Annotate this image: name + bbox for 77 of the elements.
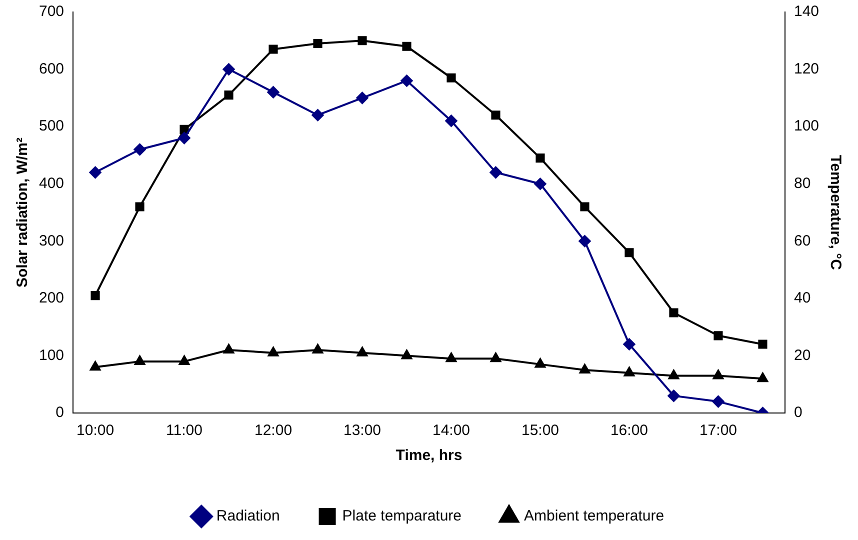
point	[712, 370, 724, 380]
point	[446, 73, 456, 82]
point	[90, 361, 101, 371]
point	[624, 366, 635, 376]
point	[758, 340, 768, 349]
point	[90, 291, 100, 300]
point	[623, 338, 636, 350]
point	[178, 355, 190, 365]
x-axis-title: Time, hrs	[396, 447, 462, 464]
point	[401, 350, 412, 360]
y2-tick-label: 0	[794, 404, 802, 422]
x-tick-label: 11:00	[166, 422, 202, 440]
point	[223, 344, 234, 354]
point	[356, 346, 368, 356]
y2-tick-label: 120	[794, 60, 820, 78]
point	[668, 390, 680, 402]
point	[669, 308, 678, 318]
x-tick-label: 16:00	[610, 422, 648, 440]
y-tick-label: 600	[38, 60, 64, 78]
legend-label: Radiation	[216, 508, 280, 525]
y2-tick-label: 40	[794, 290, 811, 307]
y-tick-label: 100	[38, 346, 64, 364]
point	[445, 114, 458, 127]
y2-axis-title: Temperature, °C	[826, 155, 844, 270]
point	[534, 358, 546, 368]
point	[491, 110, 500, 120]
point	[536, 154, 545, 163]
point	[402, 42, 412, 51]
y-tick-label: 500	[38, 118, 64, 135]
point	[490, 166, 502, 178]
point	[89, 166, 102, 178]
y-tick-label: 300	[38, 232, 64, 250]
x-tick-label: 10:00	[76, 422, 114, 440]
y2-tick-label: 80	[794, 175, 811, 192]
point	[714, 331, 723, 340]
y-tick-label: 0	[56, 404, 64, 422]
x-tick-label: 13:00	[343, 422, 382, 440]
x-tick-label: 15:00	[521, 422, 560, 440]
x-tick-label: 12:00	[254, 422, 292, 440]
y2-tick-label: 100	[794, 118, 820, 135]
point	[134, 143, 146, 156]
point	[580, 202, 590, 212]
point	[135, 202, 144, 212]
legend-label: Plate temparature	[342, 508, 462, 525]
point	[312, 344, 324, 354]
point	[578, 235, 591, 248]
point	[579, 364, 590, 374]
y-tick-label: 700	[38, 3, 64, 20]
y-axis-title: Solar radiation, W/m²	[14, 137, 32, 288]
point	[224, 90, 234, 100]
point	[268, 44, 278, 54]
y-tick-label: 200	[38, 290, 64, 307]
legend-label: Ambient temperature	[524, 508, 664, 525]
point	[312, 109, 324, 122]
point	[134, 355, 146, 365]
point	[222, 63, 235, 76]
x-tick-label: 14:00	[432, 422, 470, 440]
point	[267, 86, 280, 98]
y2-tick-label: 20	[794, 346, 811, 364]
point	[356, 92, 368, 104]
y-tick-label: 400	[38, 175, 64, 192]
point	[313, 38, 322, 48]
point	[268, 346, 279, 356]
point	[712, 396, 724, 408]
point	[757, 372, 768, 382]
y2-tick-label: 60	[794, 232, 811, 250]
point	[668, 370, 680, 380]
point	[490, 352, 502, 362]
x-tick-label: 17:00	[699, 422, 737, 440]
point	[178, 132, 190, 144]
point	[400, 74, 413, 87]
point	[446, 352, 457, 362]
point	[180, 124, 189, 134]
point	[358, 36, 367, 46]
y2-tick-label: 140	[794, 3, 820, 20]
point	[534, 178, 546, 190]
point	[624, 248, 634, 258]
